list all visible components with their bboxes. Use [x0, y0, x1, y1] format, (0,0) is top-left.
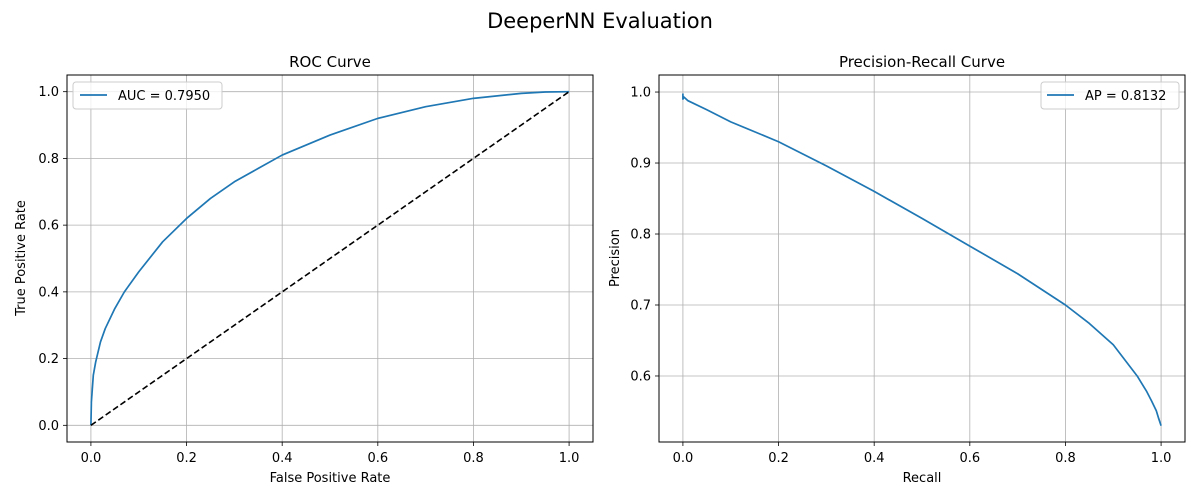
roc-ytick-label: 0.2	[38, 352, 59, 367]
pr-ytick-label: 0.6	[630, 369, 651, 384]
roc-xtick-label: 1.0	[559, 451, 580, 466]
pr-ytick-label: 0.8	[630, 228, 651, 243]
pr-curve-line	[682, 93, 1162, 426]
pr-panel: 0.0 0.2 0.4 0.6 0.8 1.0 0.6 0.7 0.8 0.9 1.0 Precis…	[608, 53, 1186, 486]
pr-xtick-label: 0.0	[673, 451, 694, 466]
figure-title: DeeperNN Evaluation	[487, 9, 713, 33]
roc-xtick-label: 0.4	[272, 451, 293, 466]
roc-xtick-label: 0.0	[81, 451, 102, 466]
pr-xtick-label: 1.0	[1151, 451, 1172, 466]
roc-plot-frame	[66, 74, 594, 443]
pr-ytick-label: 1.0	[630, 86, 651, 101]
roc-xtick-label: 0.2	[176, 451, 197, 466]
roc-curve-line	[90, 90, 570, 426]
roc-ytick-label: 1.0	[38, 85, 59, 100]
pr-xtick-label: 0.2	[768, 451, 789, 466]
roc-xtick-label: 0.8	[463, 451, 484, 466]
roc-panel: 0.0 0.2 0.4 0.6 0.8 1.0 0.0 0.2 0.4 0.6 0.8 1.0 ROC…	[14, 53, 594, 486]
pr-ytick-label: 0.7	[630, 298, 651, 313]
roc-ytick-label: 0.6	[38, 219, 59, 234]
pr-legend-box	[1040, 81, 1180, 110]
pr-plot-frame	[658, 74, 1186, 443]
roc-xtick-label: 0.6	[367, 451, 388, 466]
roc-xlabel: False Positive Rate	[270, 471, 391, 486]
roc-legend-box	[72, 81, 223, 110]
roc-ytick-label: 0.0	[38, 419, 59, 434]
pr-grid	[659, 75, 1185, 442]
roc-series	[90, 90, 570, 426]
roc-ylabel: True Positive Rate	[14, 200, 29, 317]
roc-title: ROC Curve	[289, 53, 371, 71]
pr-legend: AP = 0.8132	[1040, 81, 1180, 110]
pr-xtick-label: 0.8	[1055, 451, 1076, 466]
pr-xtick-label: 0.4	[864, 451, 885, 466]
roc-grid	[67, 75, 593, 442]
pr-legend-label: AP = 0.8132	[1085, 89, 1166, 104]
pr-xlabel: Recall	[903, 471, 942, 486]
pr-ticks: 0.0 0.2 0.4 0.6 0.8 1.0 0.6 0.7 0.8 0.9 1.0	[630, 86, 1171, 466]
pr-series	[682, 93, 1162, 426]
roc-ytick-label: 0.4	[38, 285, 59, 300]
roc-legend: AUC = 0.7950	[72, 81, 223, 110]
roc-chance-line	[90, 91, 570, 426]
roc-ytick-label: 0.8	[38, 152, 59, 167]
pr-ytick-label: 0.9	[630, 157, 651, 172]
pr-title: Precision-Recall Curve	[839, 53, 1005, 71]
roc-legend-label: AUC = 0.7950	[118, 89, 210, 104]
pr-xtick-label: 0.6	[959, 451, 980, 466]
pr-ylabel: Precision	[608, 229, 623, 287]
pr-plot-background	[659, 75, 1185, 442]
roc-ticks: 0.0 0.2 0.4 0.6 0.8 1.0 0.0 0.2 0.4 0.6 0.8 1.0	[38, 85, 579, 466]
